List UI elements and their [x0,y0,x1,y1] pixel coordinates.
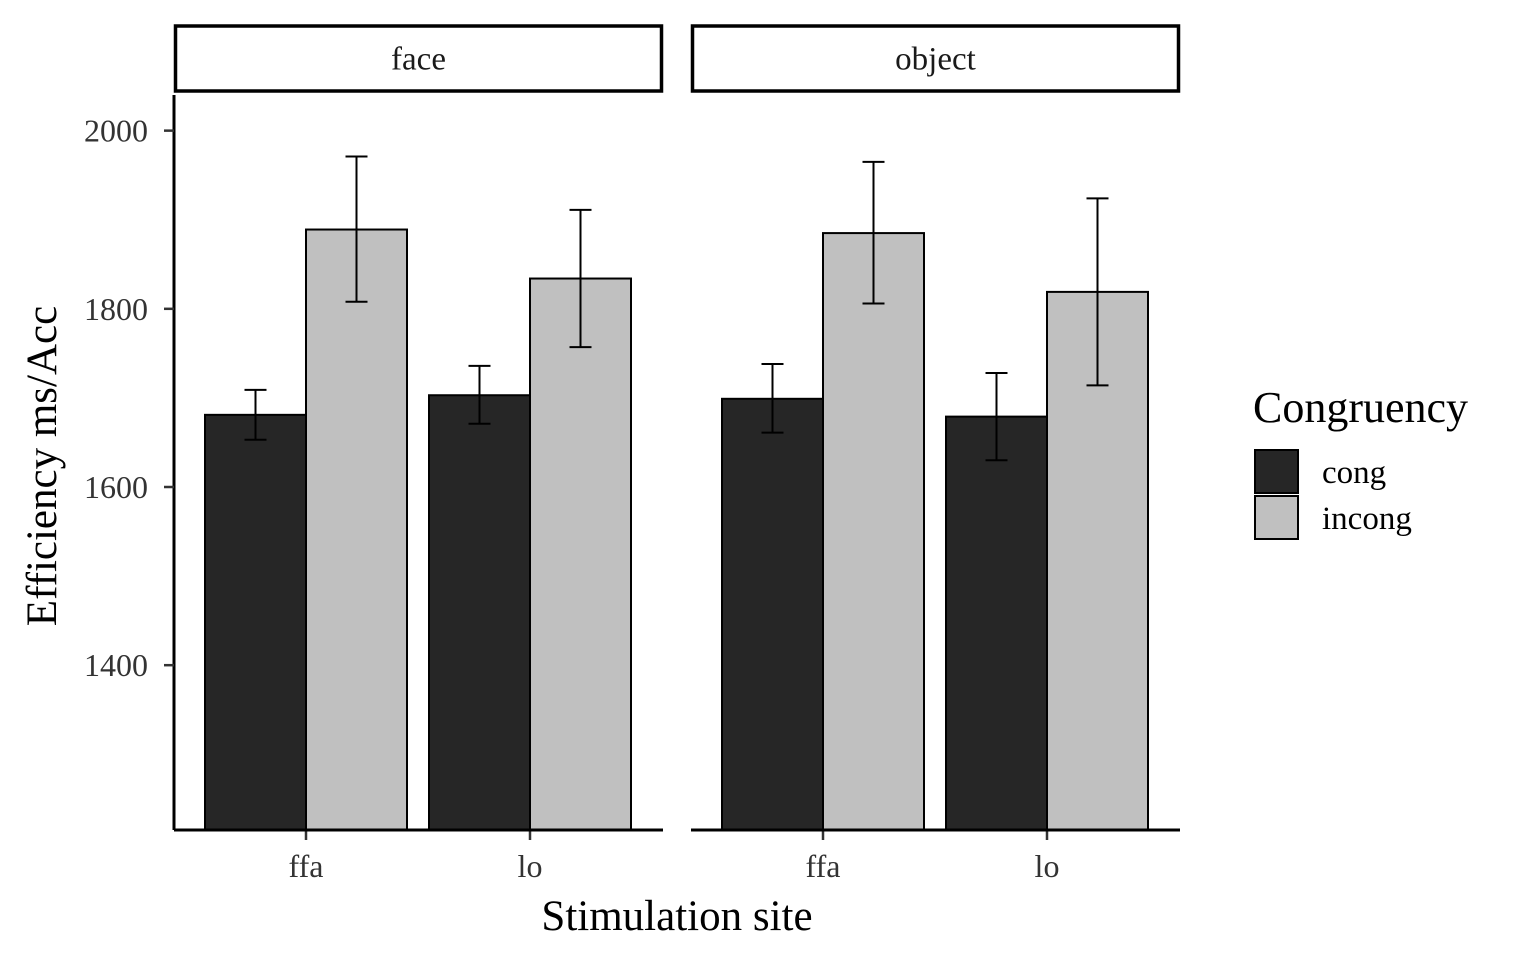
bar-cong-lo [428,394,531,831]
facet-strip-label: face [391,42,446,78]
facet-strip [173,24,664,93]
y-axis-title: Efficiency ms/Acc [19,306,66,626]
facet-panel-object: object ffa lo [690,24,1181,884]
y-tick-label: 1600 [84,469,148,505]
y-tick-label: 1800 [84,291,148,327]
y-tick-label: 2000 [84,113,148,149]
facet-strip [690,24,1181,93]
facet-panels: face ffa lo object ffa lo [173,24,1181,884]
y-axis: 1400 1600 1800 2000 [84,95,176,830]
bar-incong-ffa [305,228,408,831]
legend-title: Congruency [1253,383,1468,432]
legend-key-incong [1254,495,1299,540]
x-tick-label: lo [518,848,543,884]
x-tick-label: ffa [289,848,324,884]
facet-panel-face: face ffa lo [173,24,664,884]
bar-cong-ffa [204,413,307,831]
legend-key-cong [1254,449,1299,494]
facet-strip-label: object [895,42,976,78]
bar-incong-lo [529,277,632,831]
legend-label-incong: incong [1322,501,1412,537]
y-tick-label: 1400 [84,647,148,683]
bar-incong-ffa [822,232,925,832]
x-tick-label: lo [1035,848,1060,884]
x-axis-title: Stimulation site [541,893,812,940]
bar-cong-ffa [721,397,824,831]
legend-label-cong: cong [1322,455,1386,491]
x-tick-label: ffa [806,848,841,884]
legend: Congruency cong incong [1253,383,1468,540]
bar-cong-lo [945,415,1048,831]
